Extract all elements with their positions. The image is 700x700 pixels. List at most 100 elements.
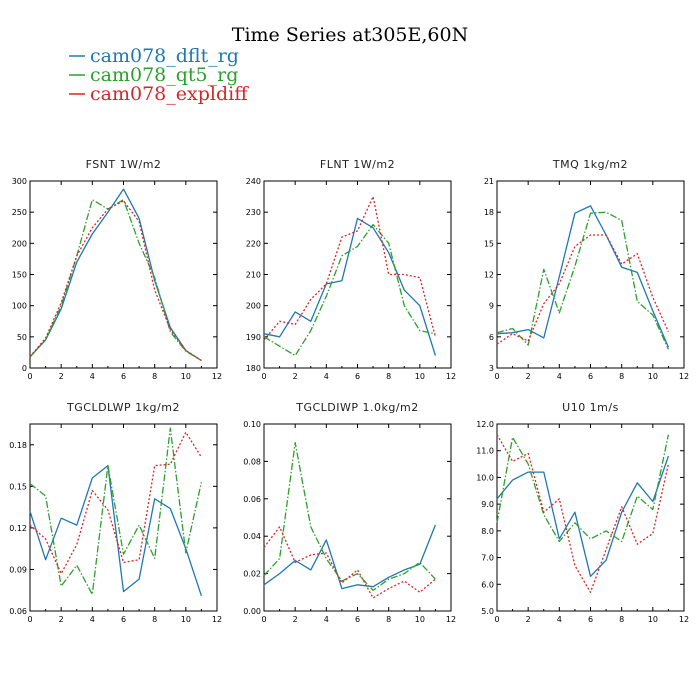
x-tick-label: 2 xyxy=(526,615,531,624)
x-tick-label: 12 xyxy=(446,372,456,381)
x-tick-label: 2 xyxy=(59,372,64,381)
chart-panel: U10 1m/s 0 2 4 6 8 10 12 5.0 6.0 7.0 8.0 9.0 10.0 11.0… xyxy=(476,401,689,624)
chart-panel: FSNT 1W/m2 0 2 4 6 8 10 12 0 50 100 150 200 250 300 xyxy=(12,158,222,381)
y-tick-label: 0.09 xyxy=(9,565,27,574)
chart-panel: FLNT 1W/m2 0 2 4 6 8 10 12 180 190 200 210 220 230 240 xyxy=(246,158,456,381)
series-line-cam078_expldiff xyxy=(496,234,669,345)
x-tick-label: 0 xyxy=(261,372,266,381)
y-tick-label: 15 xyxy=(484,239,494,248)
x-tick-label: 0 xyxy=(494,372,499,381)
chart-title: U10 1m/s xyxy=(562,401,619,414)
x-tick-label: 2 xyxy=(293,372,298,381)
x-tick-label: 8 xyxy=(386,372,391,381)
y-tick-label: 0.18 xyxy=(9,441,27,450)
x-tick-label: 0 xyxy=(27,615,32,624)
series-line-cam078_expldiff xyxy=(496,434,670,593)
y-tick-label: 0.04 xyxy=(243,532,261,541)
x-tick-label: 10 xyxy=(415,372,425,381)
y-tick-label: 0.06 xyxy=(9,607,27,616)
plot-frame xyxy=(29,180,218,369)
x-tick-label: 6 xyxy=(121,615,126,624)
x-tick-label: 0 xyxy=(27,372,32,381)
y-tick-label: 50 xyxy=(17,333,27,342)
y-tick-label: 230 xyxy=(246,208,261,217)
y-tick-label: 12 xyxy=(484,271,494,280)
y-tick-label: 240 xyxy=(246,177,261,186)
chart-title: TMQ 1kg/m2 xyxy=(552,158,628,171)
series-line-cam078_dflt_rg xyxy=(29,464,203,597)
plot-frame xyxy=(263,180,452,369)
series-line-cam078_expldiff xyxy=(263,526,436,599)
y-tick-label: 0.06 xyxy=(243,495,261,504)
plot-frame xyxy=(496,423,685,612)
x-tick-label: 12 xyxy=(446,615,456,624)
x-tick-label: 10 xyxy=(415,615,425,624)
series-line-cam078_qt5_rg xyxy=(263,223,436,357)
series-line-cam078_qt5_rg xyxy=(496,434,670,543)
x-tick-label: 10 xyxy=(648,372,658,381)
y-tick-label: 7.0 xyxy=(481,554,494,563)
y-tick-label: 6.0 xyxy=(481,580,494,589)
legend-entry: cam078_qt5_rg xyxy=(90,64,238,86)
y-tick-label: 9.0 xyxy=(481,500,494,509)
series-line-cam078_qt5_rg xyxy=(496,211,669,350)
legend-entry: cam078_expldiff xyxy=(90,83,249,105)
series-line-cam078_dflt_rg xyxy=(263,217,437,356)
y-tick-label: 0.12 xyxy=(9,524,27,533)
series-line-cam078_dflt_rg xyxy=(263,524,437,590)
series-line-cam078_dflt_rg xyxy=(496,455,670,577)
y-tick-label: 0 xyxy=(22,364,27,373)
x-tick-label: 10 xyxy=(181,615,191,624)
x-tick-label: 10 xyxy=(181,372,191,381)
x-tick-label: 8 xyxy=(386,615,391,624)
series-line-cam078_qt5_rg xyxy=(29,199,202,362)
x-tick-label: 6 xyxy=(355,372,360,381)
y-tick-label: 100 xyxy=(12,302,27,311)
y-tick-label: 220 xyxy=(246,239,261,248)
chart-panel: TGCLDIWP 1.0kg/m2 0 2 4 6 8 10 12 0.00 0.02 0.04 0.… xyxy=(243,401,456,624)
series-line-cam078_expldiff xyxy=(29,200,202,362)
series-line-cam078_dflt_rg xyxy=(29,188,202,362)
x-tick-label: 10 xyxy=(648,615,658,624)
y-tick-label: 21 xyxy=(484,177,494,186)
x-tick-label: 4 xyxy=(324,372,329,381)
x-tick-label: 8 xyxy=(619,615,624,624)
x-tick-label: 6 xyxy=(588,615,593,624)
y-tick-label: 18 xyxy=(484,208,494,217)
chart-title: FLNT 1W/m2 xyxy=(320,158,395,171)
y-tick-label: 200 xyxy=(246,302,261,311)
x-tick-label: 8 xyxy=(152,372,157,381)
y-tick-label: 5.0 xyxy=(481,607,494,616)
x-tick-label: 12 xyxy=(679,615,689,624)
y-tick-label: 11.0 xyxy=(476,447,494,456)
x-tick-label: 6 xyxy=(121,372,126,381)
y-tick-label: 0.08 xyxy=(243,457,261,466)
series-line-cam078_qt5_rg xyxy=(29,427,203,596)
chart-panel: TMQ 1kg/m2 0 2 4 6 8 10 12 3 6 9 12 15 18 21 xyxy=(484,158,689,381)
x-tick-label: 12 xyxy=(212,372,222,381)
plot-frame xyxy=(29,423,218,612)
y-tick-label: 0.00 xyxy=(243,607,261,616)
y-tick-label: 0.15 xyxy=(9,482,27,491)
x-tick-label: 4 xyxy=(90,372,95,381)
x-tick-label: 6 xyxy=(355,615,360,624)
series-line-cam078_expldiff xyxy=(29,431,202,575)
x-tick-label: 0 xyxy=(261,615,266,624)
y-tick-label: 250 xyxy=(12,208,27,217)
x-tick-label: 2 xyxy=(59,615,64,624)
y-tick-label: 10.0 xyxy=(476,473,494,482)
y-tick-label: 190 xyxy=(246,333,261,342)
y-tick-label: 0.10 xyxy=(243,420,261,429)
plot-frame xyxy=(263,423,452,612)
y-tick-label: 3 xyxy=(489,364,494,373)
x-tick-label: 4 xyxy=(90,615,95,624)
series-line-cam078_dflt_rg xyxy=(496,205,669,348)
x-tick-label: 6 xyxy=(588,372,593,381)
chart-title: FSNT 1W/m2 xyxy=(86,158,162,171)
x-tick-label: 2 xyxy=(526,372,531,381)
y-tick-label: 180 xyxy=(246,364,261,373)
chart-title: TGCLDLWP 1kg/m2 xyxy=(66,401,180,414)
x-tick-label: 4 xyxy=(557,372,562,381)
y-tick-label: 9 xyxy=(489,302,494,311)
